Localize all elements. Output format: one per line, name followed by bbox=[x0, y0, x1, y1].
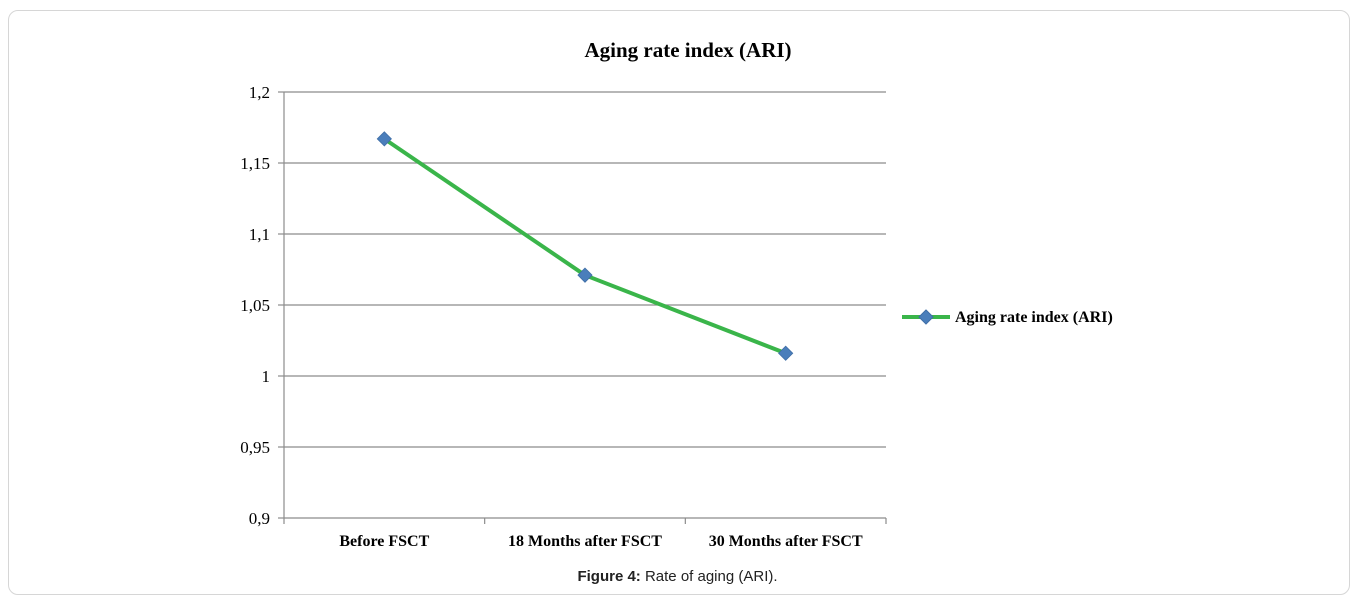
y-tick-label: 0,95 bbox=[240, 438, 270, 457]
x-tick-label: 18 Months after FSCT bbox=[508, 533, 662, 550]
y-tick-label: 1,1 bbox=[249, 225, 270, 244]
y-tick-label: 1,15 bbox=[240, 154, 270, 173]
gridlines bbox=[284, 91, 886, 448]
y-tick-label: 1,05 bbox=[240, 296, 270, 315]
series-group bbox=[376, 131, 794, 361]
caption-label: Figure 4: bbox=[577, 568, 641, 585]
y-axis-ticks: 0,9 0,95 1 1,05 1,1 1,15 1,2 bbox=[240, 83, 284, 528]
caption-text: Rate of aging (ARI). bbox=[640, 568, 778, 585]
y-tick-label: 0,9 bbox=[249, 509, 270, 528]
legend-label: Aging rate index (ARI) bbox=[955, 309, 1113, 326]
x-tick-label: 30 Months after FSCT bbox=[709, 533, 863, 550]
y-tick-label: 1,2 bbox=[249, 83, 270, 102]
y-tick-label: 1 bbox=[262, 367, 271, 386]
chart-title: Aging rate index (ARI) bbox=[584, 38, 791, 62]
data-point bbox=[778, 345, 794, 361]
series-line bbox=[383, 137, 787, 356]
data-point bbox=[376, 131, 392, 147]
data-point bbox=[577, 267, 593, 283]
legend: Aging rate index (ARI) bbox=[902, 309, 1113, 326]
x-axis-ticks: Before FSCT 18 Months after FSCT 30 Months… bbox=[283, 518, 887, 550]
figure-caption: Figure 4: Rate of aging (ARI). bbox=[0, 568, 1355, 585]
legend-marker bbox=[918, 309, 934, 325]
figure-frame bbox=[8, 10, 1350, 595]
x-tick-label: Before FSCT bbox=[339, 533, 429, 550]
